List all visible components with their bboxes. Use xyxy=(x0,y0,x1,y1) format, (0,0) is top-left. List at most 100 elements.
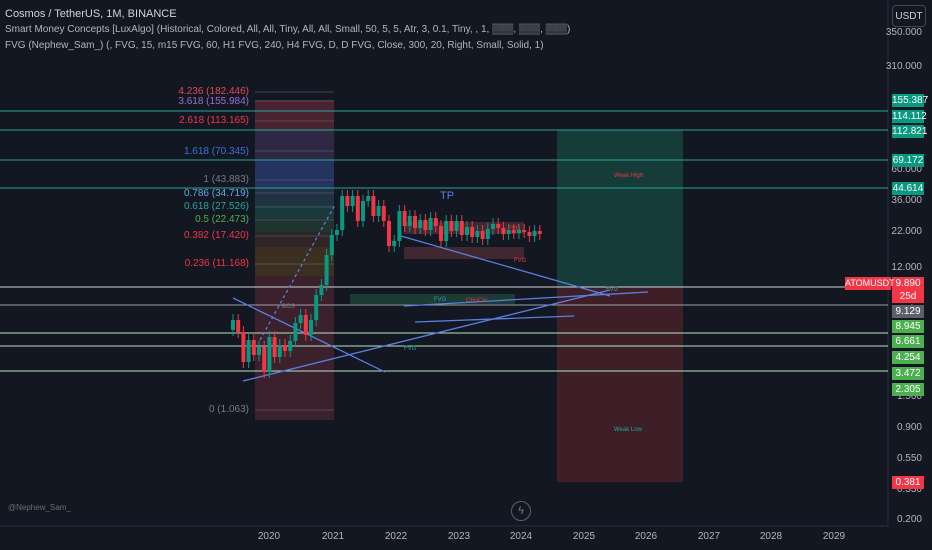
price-badge: 3.472 xyxy=(892,367,924,380)
fvg-box-1 xyxy=(404,247,524,259)
fib-zone-8 xyxy=(255,276,334,420)
fib-label: 2.618 (113.165) xyxy=(179,115,249,126)
fib-label: 0.236 (11.168) xyxy=(184,258,249,269)
indicator-smc[interactable]: Smart Money Concepts [LuxAlgo] (Historic… xyxy=(5,24,571,35)
bos-label: BOS xyxy=(282,304,295,310)
price-tick: 0.550 xyxy=(896,453,922,464)
fvg-label: FVG xyxy=(606,287,619,293)
price-tick: 60.000 xyxy=(891,164,922,175)
candle-body xyxy=(340,196,345,230)
price-badge: 0.381 xyxy=(892,476,924,489)
candle-body xyxy=(324,255,329,285)
weak-high-label: Weak High xyxy=(614,173,644,179)
weak-low-label: Weak Low xyxy=(614,427,642,433)
fib-zone-4 xyxy=(255,205,334,218)
candle-body xyxy=(236,320,241,332)
price-badge: 6.661 xyxy=(892,335,924,348)
price-badge: 69.172 xyxy=(892,154,924,167)
fvg-label: FVG xyxy=(434,297,447,303)
fib-label: 0.618 (27.526) xyxy=(183,201,249,212)
candle-body xyxy=(371,196,376,216)
candle-body xyxy=(402,211,407,226)
candle-body xyxy=(397,211,402,241)
candle-body xyxy=(423,220,428,230)
currency-button[interactable]: USDT xyxy=(892,5,926,27)
flash-icon[interactable]: ϟ xyxy=(511,501,531,521)
price-badge: 4.254 xyxy=(892,351,924,364)
candle-body xyxy=(491,224,495,229)
fvg-label: FVG xyxy=(404,346,417,352)
candle-body xyxy=(485,229,490,239)
candle-body xyxy=(480,231,485,239)
candle-body xyxy=(407,216,412,226)
stop-zone-box xyxy=(557,287,683,482)
time-tick: 2025 xyxy=(572,531,596,542)
candle-body xyxy=(465,227,469,235)
price-badge: 112.821 xyxy=(892,125,928,138)
time-tick: 2021 xyxy=(321,531,345,542)
time-tick: 2026 xyxy=(634,531,658,542)
price-badge: 9.129 xyxy=(892,305,924,318)
symbol-tag: ATOMUSDT xyxy=(845,277,895,290)
time-tick: 2023 xyxy=(447,531,471,542)
candle-body xyxy=(428,218,433,230)
candle-body xyxy=(366,196,371,201)
candle-body xyxy=(381,206,386,221)
candle-body xyxy=(241,332,246,362)
price-tick: 0.200 xyxy=(896,514,922,525)
candle-body xyxy=(355,196,360,221)
price-badge: 25d 12h xyxy=(892,290,924,315)
candle-body xyxy=(267,337,272,372)
candle-body xyxy=(329,235,334,255)
candle-body xyxy=(298,315,303,323)
candle-body xyxy=(501,228,506,234)
chart-title: Cosmos / TetherUS, 1M, BINANCE xyxy=(5,8,177,20)
price-tick: 22.000 xyxy=(891,226,922,237)
price-tick: 350.000 xyxy=(885,27,922,38)
candle-body xyxy=(532,231,537,236)
candle-body xyxy=(262,347,267,372)
candle-body xyxy=(506,230,511,234)
candle-body xyxy=(413,216,417,228)
fvg-label: FVG xyxy=(514,258,527,264)
target-zone-box xyxy=(557,130,683,287)
candle-body xyxy=(439,226,443,241)
indicator-fvg[interactable]: FVG (Nephew_Sam_) (, FVG, 15, m15 FVG, 6… xyxy=(5,40,544,51)
time-tick: 2020 xyxy=(257,531,281,542)
trendline-5 xyxy=(259,204,336,341)
price-badge: 44.614 xyxy=(892,182,924,195)
price-tick: 36.000 xyxy=(891,195,922,206)
fib-label: 0.786 (34.719) xyxy=(183,188,249,199)
candle-body xyxy=(454,221,459,231)
time-tick: 2024 xyxy=(509,531,533,542)
candle-body xyxy=(392,241,397,246)
trendline-3 xyxy=(414,315,575,323)
candle-body xyxy=(433,218,438,226)
candle-body xyxy=(449,221,454,231)
price-tick: 0.900 xyxy=(896,422,922,433)
trendline-2 xyxy=(400,235,611,297)
fib-label: 1 (43.883) xyxy=(203,174,249,185)
price-badge: 2.305 xyxy=(892,383,924,396)
candle-body xyxy=(303,315,308,335)
fib-zone-7 xyxy=(255,247,334,276)
candle-body xyxy=(272,337,277,357)
candle-body xyxy=(522,230,527,232)
candle-body xyxy=(314,295,319,320)
candle-body xyxy=(444,221,449,241)
choch-label: CHoCH xyxy=(466,298,487,304)
fib-zone-2 xyxy=(255,160,334,188)
price-tick: 310.000 xyxy=(885,61,922,72)
fib-zone-5 xyxy=(255,218,334,232)
fib-zone-1 xyxy=(255,130,334,160)
fib-label: 0.5 (22.473) xyxy=(195,214,249,225)
fib-zone-0 xyxy=(255,100,334,130)
fib-label: 3.618 (155.984) xyxy=(178,96,249,107)
candle-body xyxy=(511,230,516,233)
candle-body xyxy=(277,345,282,357)
fib-zone-3 xyxy=(255,188,334,205)
candle-body xyxy=(361,201,365,221)
fvg-label: FVG xyxy=(508,226,521,232)
candle-body xyxy=(345,196,350,206)
